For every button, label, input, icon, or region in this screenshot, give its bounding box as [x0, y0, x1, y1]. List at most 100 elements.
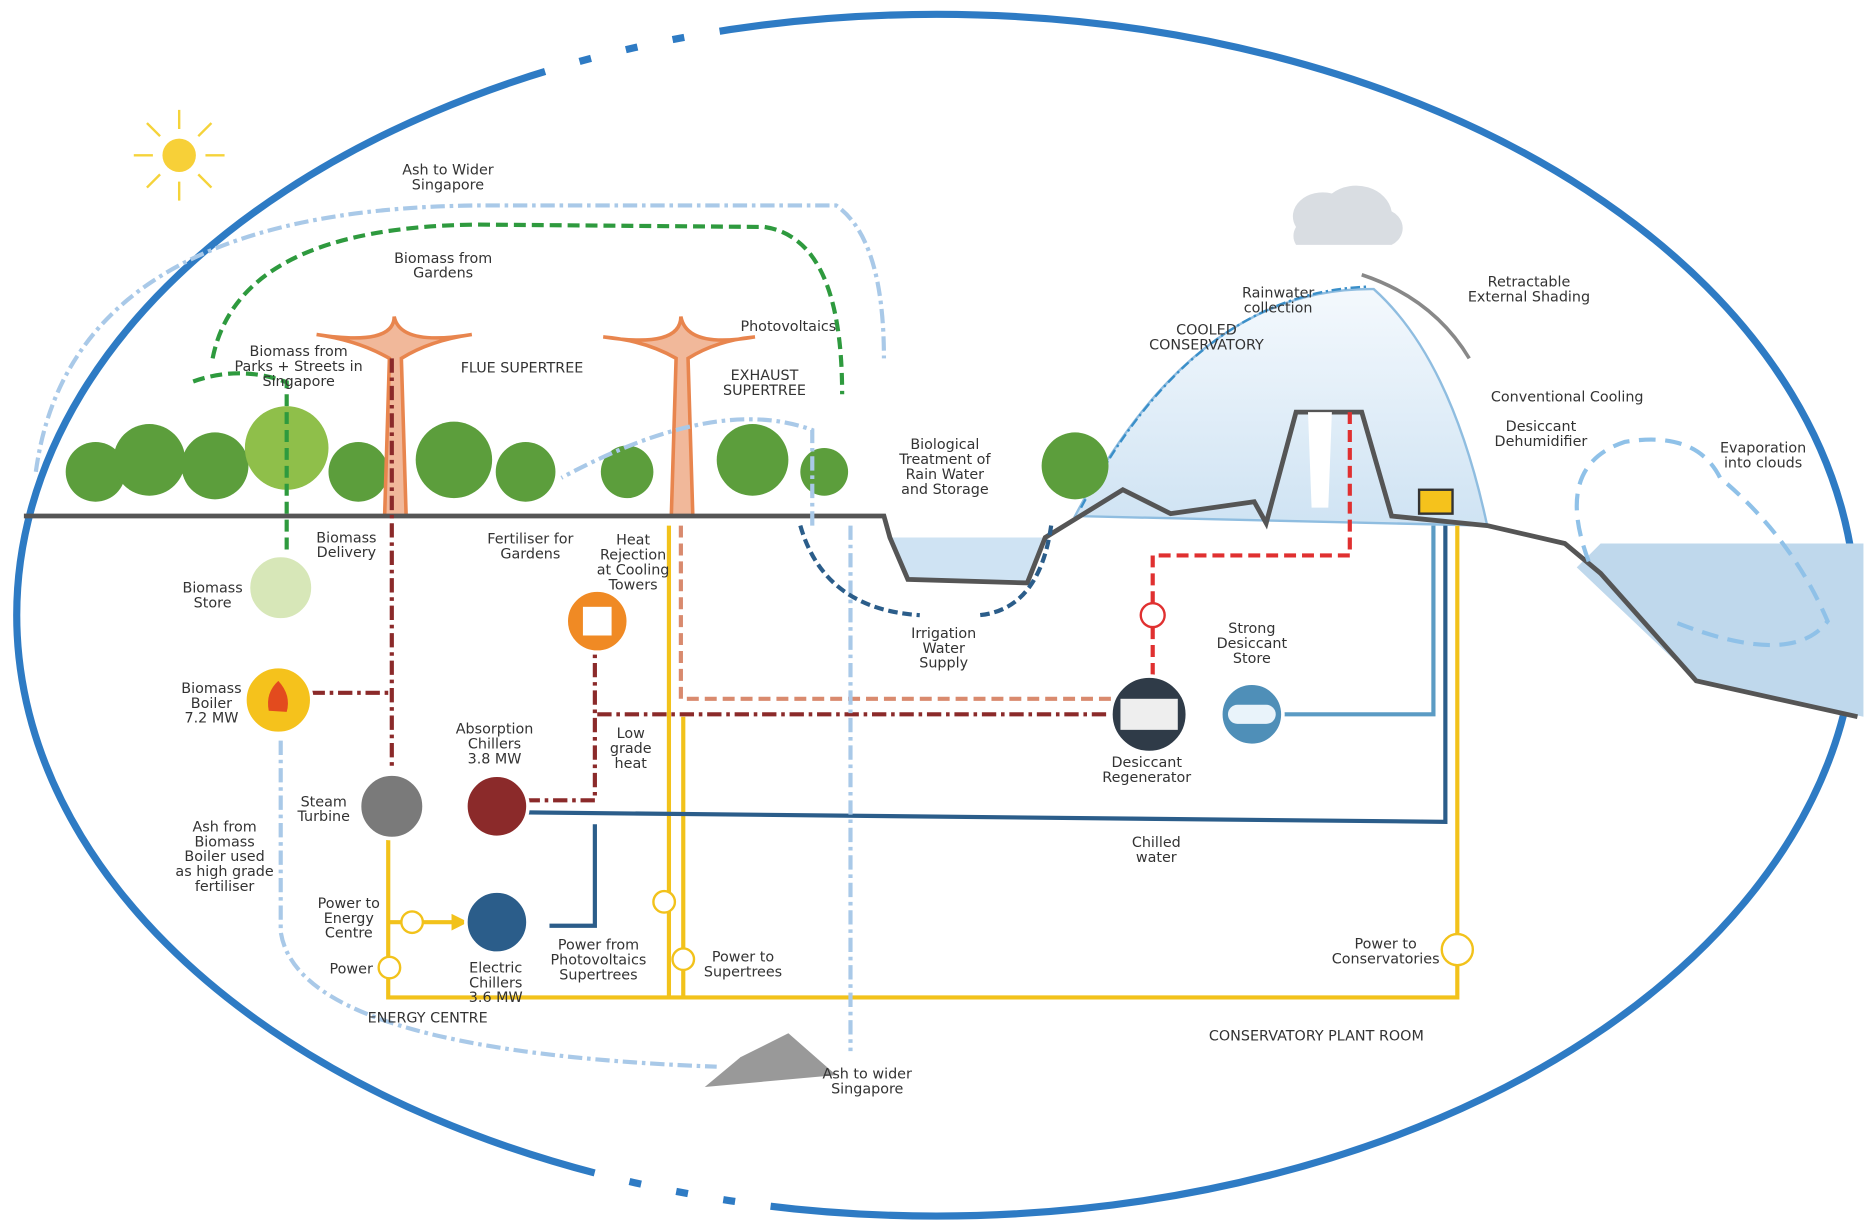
label-line: Biomass [181, 681, 241, 697]
label-line: Power to [712, 950, 774, 966]
label: Power toEnergyCentre [318, 896, 380, 942]
label-line: Store [194, 595, 232, 611]
label-line: as high grade [175, 864, 273, 880]
label-line: ENERGY CENTRE [368, 1011, 488, 1027]
label-line: Rain Water [906, 467, 985, 483]
label-line: Treatment of [898, 452, 991, 468]
label-line: Power to [318, 896, 380, 912]
label-line: collection [1244, 300, 1313, 316]
label-line: Energy [324, 911, 375, 927]
label-line: Steam [301, 794, 347, 810]
label-line: Retractable [1488, 275, 1571, 291]
label-line: Supertrees [704, 965, 782, 981]
label-line: Power [330, 962, 373, 978]
label-line: into clouds [1724, 456, 1802, 472]
label-line: Power to [1355, 936, 1417, 952]
label: DesiccantRegenerator [1102, 755, 1191, 786]
label-line: Rejection [600, 548, 666, 564]
label-line: Photovoltaics [551, 953, 647, 969]
label-line: 7.2 MW [184, 711, 238, 727]
label: HeatRejectionat CoolingTowers [597, 533, 670, 594]
label-line: Desiccant [1217, 636, 1288, 652]
label-line: Desiccant [1111, 755, 1182, 771]
label-line: Dehumidifier [1495, 434, 1588, 450]
label-line: Fertiliser for [487, 532, 573, 548]
label-line: Low [617, 726, 645, 742]
label-line: Biomass from [394, 251, 492, 267]
label-line: Rainwater [1242, 285, 1314, 301]
label-line: SUPERTREE [723, 383, 806, 399]
label-line: Boiler used [184, 849, 264, 865]
label-line: water [1136, 850, 1177, 866]
label: Power [330, 962, 373, 978]
label-line: Photovoltaics [740, 319, 836, 335]
label-line: and Storage [901, 482, 989, 498]
label-line: 3.6 MW [469, 990, 523, 1006]
label-line: heat [615, 756, 648, 772]
label-line: Irrigation [911, 626, 976, 642]
label: Ash to WiderSingapore [402, 162, 494, 193]
label-line: CONSERVATORY PLANT ROOM [1209, 1028, 1424, 1044]
label-line: Singapore [262, 374, 334, 390]
label-line: External Shading [1468, 290, 1590, 306]
label: IrrigationWaterSupply [911, 626, 976, 672]
label-line: Parks + Streets in [235, 359, 363, 375]
label-line: Chilled [1132, 835, 1181, 851]
label: CONSERVATORY PLANT ROOM [1209, 1028, 1424, 1044]
label: Conventional Cooling [1491, 389, 1644, 405]
label-line: Supertrees [559, 968, 637, 984]
label-line: fertiliser [195, 879, 255, 895]
equipment [245, 490, 1473, 979]
label-line: EXHAUST [731, 368, 799, 384]
label-line: Water [922, 641, 964, 657]
label-line: Boiler [191, 696, 232, 712]
label: Photovoltaics [740, 319, 836, 335]
label-line: grade [610, 741, 652, 757]
label-line: Heat [616, 533, 650, 549]
label-line: Power from [558, 938, 639, 954]
label-line: Gardens [413, 266, 473, 282]
label-line: Ash from [192, 819, 256, 835]
label-line: Desiccant [1506, 419, 1577, 435]
label-line: Singapore [831, 1082, 903, 1098]
label-line: Gardens [500, 546, 560, 562]
label-line: FLUE SUPERTREE [461, 361, 584, 377]
label-line: Biomass [316, 530, 376, 546]
diagram: Ash to WiderSingaporeBiomass fromGardens… [0, 0, 1873, 1222]
label-line: Turbine [296, 809, 350, 825]
label-line: Chillers [468, 736, 521, 752]
label-line: CONSERVATORY [1149, 337, 1264, 353]
label-line: Conventional Cooling [1491, 389, 1644, 405]
label-line: Conservatories [1332, 951, 1440, 967]
label-line: Evaporation [1720, 441, 1806, 457]
label-line: Absorption [456, 721, 534, 737]
label-line: Strong [1228, 621, 1275, 637]
label: ENERGY CENTRE [368, 1011, 488, 1027]
label-line: COOLED [1176, 322, 1237, 338]
label-line: Biomass from [250, 344, 348, 360]
label-line: Biomass [182, 580, 242, 596]
label: AbsorptionChillers3.8 MW [456, 721, 534, 767]
label-line: Regenerator [1102, 770, 1191, 786]
label-line: Delivery [317, 545, 377, 561]
label: FLUE SUPERTREE [461, 361, 584, 377]
label-line: Electric [469, 960, 522, 976]
